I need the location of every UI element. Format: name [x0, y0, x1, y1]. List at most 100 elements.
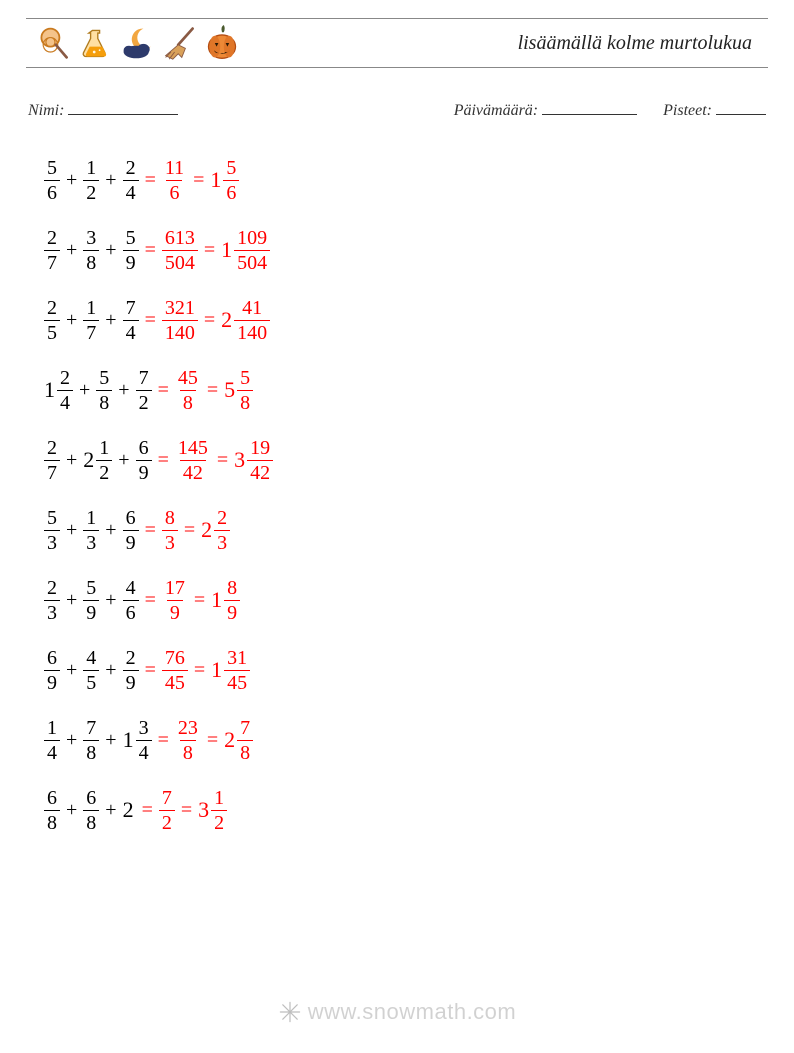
name-label: Nimi: — [28, 102, 64, 120]
fraction: 7645 — [162, 648, 188, 693]
lollipop-icon — [36, 25, 72, 61]
watermark: www.snowmath.com — [0, 999, 794, 1025]
problem-row: 14+78+134=238=278 — [44, 714, 750, 766]
plus-operator: + — [112, 450, 135, 470]
mixed-whole: 3 — [198, 799, 211, 821]
equals-operator: = — [178, 520, 201, 540]
watermark-text: www.snowmath.com — [308, 999, 517, 1025]
flask-icon — [78, 25, 114, 61]
fraction: 83 — [162, 508, 178, 553]
name-field: Nimi: — [28, 100, 178, 120]
equals-operator: = — [201, 380, 224, 400]
equals-operator: = — [139, 660, 162, 680]
equals-operator: = — [136, 800, 159, 820]
plus-operator: + — [99, 310, 122, 330]
mixed-whole: 1 — [44, 379, 57, 401]
header-icons — [36, 25, 240, 61]
header-bar: lisäämällä kolme murtolukua — [26, 18, 768, 68]
problems-list: 56+12+24=116=15627+38+59=613504=11095042… — [44, 140, 750, 854]
fraction: 72 — [136, 368, 152, 413]
equals-operator: = — [187, 170, 210, 190]
plus-operator: + — [99, 660, 122, 680]
fraction: 78 — [83, 718, 99, 763]
equals-operator: = — [188, 590, 211, 610]
fraction: 58 — [237, 368, 253, 413]
fraction: 12 — [83, 158, 99, 203]
problem-row: 27+38+59=613504=1109504 — [44, 224, 750, 276]
fraction: 59 — [83, 578, 99, 623]
plus-operator: + — [60, 170, 83, 190]
fraction: 1942 — [247, 438, 273, 483]
mixed-whole: 2 — [201, 519, 214, 541]
plus-operator: + — [112, 380, 135, 400]
fraction: 321140 — [162, 298, 198, 343]
problem-row: 56+12+24=116=156 — [44, 154, 750, 206]
equals-operator: = — [139, 590, 162, 610]
equals-operator: = — [198, 310, 221, 330]
mixed-whole: 5 — [224, 379, 237, 401]
date-blank[interactable] — [542, 100, 637, 115]
fraction: 38 — [83, 228, 99, 273]
fraction: 14 — [44, 718, 60, 763]
mixed-whole: 1 — [123, 729, 136, 751]
fraction: 14542 — [175, 438, 211, 483]
fraction: 69 — [136, 438, 152, 483]
fraction: 238 — [175, 718, 201, 763]
mixed-whole: 1 — [211, 589, 224, 611]
moon-cloud-icon — [120, 25, 156, 61]
mixed-whole: 2 — [83, 449, 96, 471]
plus-operator: + — [99, 730, 122, 750]
fraction: 613504 — [162, 228, 198, 273]
equals-operator: = — [139, 520, 162, 540]
plus-operator: + — [60, 240, 83, 260]
fraction: 13 — [83, 508, 99, 553]
plus-operator: + — [60, 660, 83, 680]
plus-operator: + — [99, 170, 122, 190]
plus-operator: + — [99, 520, 122, 540]
score-blank[interactable] — [716, 100, 766, 115]
worksheet-title: lisäämällä kolme murtolukua — [518, 32, 758, 55]
fraction: 24 — [57, 368, 73, 413]
fraction: 23 — [44, 578, 60, 623]
fraction: 59 — [123, 228, 139, 273]
info-line: Nimi: Päivämäärä: Pisteet: — [28, 100, 766, 120]
problem-row: 68+68+2=72=312 — [44, 784, 750, 836]
mixed-whole: 1 — [221, 239, 234, 261]
mixed-whole: 1 — [210, 169, 223, 191]
plus-operator: + — [99, 240, 122, 260]
equals-operator: = — [139, 310, 162, 330]
fraction: 12 — [96, 438, 112, 483]
problem-row: 25+17+74=321140=241140 — [44, 294, 750, 346]
fraction: 23 — [214, 508, 230, 553]
fraction: 68 — [83, 788, 99, 833]
equals-operator: = — [175, 800, 198, 820]
mixed-whole: 3 — [234, 449, 247, 471]
fraction: 72 — [159, 788, 175, 833]
name-blank[interactable] — [68, 100, 178, 115]
fraction: 41140 — [234, 298, 270, 343]
fraction: 109504 — [234, 228, 270, 273]
equals-operator: = — [152, 380, 175, 400]
equals-operator: = — [139, 240, 162, 260]
fraction: 69 — [123, 508, 139, 553]
score-label: Pisteet: — [663, 102, 712, 120]
date-label: Päivämäärä: — [454, 102, 538, 120]
plus-operator: + — [60, 800, 83, 820]
fraction: 27 — [44, 228, 60, 273]
fraction: 89 — [224, 578, 240, 623]
equals-operator: = — [152, 730, 175, 750]
broom-icon — [162, 25, 198, 61]
plus-operator: + — [73, 380, 96, 400]
fraction: 116 — [162, 158, 187, 203]
fraction: 27 — [44, 438, 60, 483]
fraction: 34 — [136, 718, 152, 763]
fraction: 3145 — [224, 648, 250, 693]
fraction: 29 — [123, 648, 139, 693]
fraction: 179 — [162, 578, 188, 623]
mixed-whole: 1 — [211, 659, 224, 681]
plus-operator: + — [60, 520, 83, 540]
fraction: 45 — [83, 648, 99, 693]
fraction: 17 — [83, 298, 99, 343]
plus-operator: + — [99, 590, 122, 610]
fraction: 25 — [44, 298, 60, 343]
